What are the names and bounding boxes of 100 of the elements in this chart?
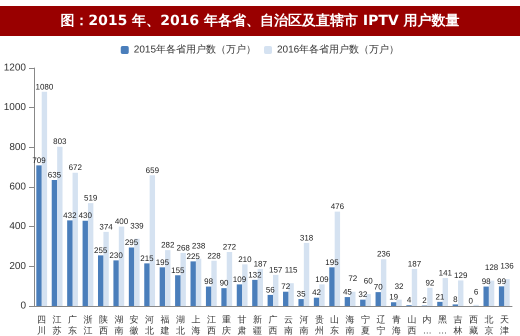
- bar: [206, 286, 212, 306]
- data-label: 60: [364, 276, 374, 286]
- data-label: 98: [204, 277, 214, 286]
- data-label: 195: [156, 258, 170, 267]
- x-tick-label: 浙江: [83, 314, 92, 336]
- x-tick-label: 山西: [407, 314, 416, 336]
- data-label: 98: [482, 277, 492, 286]
- x-tick-label: 重庆: [222, 314, 232, 336]
- x-tick-label: 甘肃: [238, 314, 247, 336]
- y-tick-label: 0: [20, 300, 26, 312]
- data-label: 32: [358, 290, 368, 300]
- x-tick-label: 陕西: [98, 314, 108, 336]
- bar: [344, 297, 350, 306]
- data-label: 519: [84, 194, 98, 203]
- data-label: 282: [161, 240, 175, 250]
- data-label: 70: [374, 282, 384, 292]
- data-label: 155: [171, 266, 186, 275]
- bar: [236, 284, 242, 306]
- data-label: 225: [186, 252, 200, 261]
- x-tick-label: 河南: [299, 314, 308, 336]
- x-tick-label: 新疆: [253, 314, 262, 336]
- bar: [196, 258, 202, 306]
- bar: [412, 268, 418, 306]
- data-label: 72: [281, 282, 291, 292]
- data-label: 430: [78, 211, 92, 220]
- x-tick-label: 山东: [330, 314, 340, 336]
- data-label: 230: [109, 250, 124, 260]
- bar: [288, 283, 294, 306]
- data-label: 4: [406, 296, 412, 305]
- x-tick-label: 北京: [484, 314, 494, 336]
- data-label: 709: [32, 156, 46, 165]
- bar: [283, 292, 288, 306]
- bar: [160, 267, 166, 306]
- x-tick-label: 宁夏: [361, 314, 370, 336]
- bar: [366, 294, 371, 306]
- data-label: 672: [68, 163, 82, 172]
- bar: [190, 261, 196, 306]
- bar: [226, 252, 232, 306]
- data-label: 215: [140, 254, 154, 263]
- data-label: 255: [94, 246, 108, 255]
- x-tick-label: 江西: [206, 314, 216, 336]
- data-label: 187: [254, 259, 268, 268]
- data-label: 6: [474, 287, 479, 296]
- data-label: 35: [296, 290, 306, 299]
- x-tick-label: 青海: [392, 314, 401, 336]
- data-label: 635: [48, 170, 62, 180]
- data-label: 272: [222, 242, 237, 252]
- x-tick-label: 江苏: [52, 314, 62, 336]
- data-label: 157: [269, 265, 283, 274]
- bar: [52, 180, 58, 306]
- y-tick-label: 800: [9, 142, 26, 153]
- bar: [36, 165, 42, 306]
- data-label: 0: [468, 296, 474, 306]
- bar: [82, 220, 88, 306]
- bar: [144, 263, 150, 306]
- data-label: 187: [408, 259, 422, 268]
- bar: [488, 280, 494, 306]
- bar: [298, 299, 304, 306]
- x-tick-label: 辽宁: [376, 314, 386, 336]
- data-label: 374: [99, 222, 114, 232]
- x-tick-label: 西藏: [468, 314, 478, 336]
- data-label: 659: [146, 166, 160, 175]
- data-label: 109: [232, 274, 247, 284]
- x-tick-label: 四川: [37, 314, 46, 336]
- data-label: 400: [114, 217, 129, 226]
- bar: [314, 298, 320, 306]
- bar: [483, 286, 489, 306]
- bar: [498, 286, 504, 306]
- bar: [437, 302, 443, 306]
- bar: [128, 247, 134, 306]
- y-tick-label: 400: [9, 221, 26, 232]
- bar: [221, 288, 227, 306]
- bar: [442, 278, 448, 306]
- x-tick-label: 内…: [422, 314, 432, 336]
- legend-label: 2016年各省用户数（万户）: [277, 44, 400, 56]
- bar: [98, 255, 104, 306]
- data-label: 99: [497, 276, 507, 286]
- data-label: 339: [130, 221, 144, 230]
- bar: [427, 288, 433, 306]
- y-tick-label: 600: [9, 182, 26, 192]
- data-label: 136: [500, 262, 514, 271]
- data-label: 268: [176, 243, 190, 252]
- bar: [113, 260, 119, 306]
- data-label: 228: [207, 251, 222, 260]
- bar: [458, 280, 464, 306]
- x-tick-label: 安徽: [130, 314, 139, 336]
- chart-title: 图：2015 年、2016 年各省、自治区及直辖市 IPTV 用户数量: [0, 6, 520, 36]
- x-tick-label: 广东: [68, 314, 78, 336]
- bar: [390, 302, 396, 306]
- data-label: 19: [389, 292, 399, 302]
- y-tick-label: 1200: [4, 62, 26, 74]
- x-tick-label: 湖北: [176, 314, 185, 336]
- y-tick-label: 200: [9, 260, 26, 272]
- data-label: 8: [453, 294, 458, 304]
- x-tick-label: 云南: [284, 314, 293, 336]
- data-label: 2: [422, 296, 428, 306]
- bar: [252, 280, 258, 306]
- data-label: 45: [342, 288, 352, 297]
- data-label: 109: [315, 274, 330, 284]
- bar: [268, 294, 273, 306]
